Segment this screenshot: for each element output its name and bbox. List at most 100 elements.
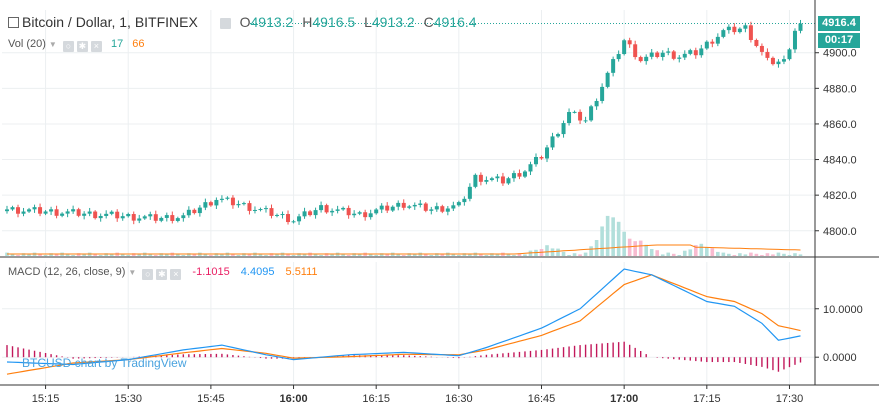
close-icon[interactable]: × bbox=[90, 41, 102, 52]
macd-histogram-value: -1.1015 bbox=[192, 266, 230, 278]
volume-bar bbox=[131, 253, 136, 256]
macd-label[interactable]: MACD (12, 26, close, 9) bbox=[8, 266, 126, 278]
candle-body bbox=[655, 52, 660, 57]
time-tick-label: 16:00 bbox=[279, 393, 307, 405]
price-tick-label: 4900.0 bbox=[823, 48, 857, 60]
candle-body bbox=[131, 214, 136, 221]
volume-bar bbox=[682, 250, 687, 256]
tradingview-watermark[interactable]: BTCUSD chart by TradingView bbox=[22, 356, 187, 370]
volume-bar bbox=[561, 251, 566, 256]
volume-bar bbox=[379, 253, 384, 256]
candle-body bbox=[605, 72, 610, 87]
volume-bar bbox=[600, 226, 604, 256]
volume-bar bbox=[798, 254, 803, 256]
volume-bar bbox=[732, 255, 737, 256]
candle-body bbox=[258, 209, 263, 211]
volume-bar bbox=[611, 217, 615, 256]
candle-body bbox=[32, 207, 37, 210]
candle-body bbox=[489, 178, 494, 181]
volume-bar bbox=[76, 253, 81, 256]
volume-bar bbox=[412, 254, 417, 256]
volume-label[interactable]: Vol (20) bbox=[8, 38, 46, 50]
volume-bar bbox=[572, 253, 577, 256]
volume-bar bbox=[754, 253, 759, 256]
candle-body bbox=[528, 164, 533, 172]
candle-body bbox=[49, 209, 54, 212]
macd-line-value: 4.4095 bbox=[240, 266, 275, 278]
candle-body bbox=[346, 207, 351, 216]
candle-body bbox=[495, 176, 500, 179]
volume-bar bbox=[137, 254, 142, 256]
candle-body bbox=[644, 56, 649, 62]
candle-body bbox=[561, 123, 566, 135]
candle-body bbox=[275, 214, 280, 216]
time-tick-label: 17:30 bbox=[776, 393, 804, 405]
gear-icon[interactable]: ✱ bbox=[76, 41, 88, 52]
volume-bar bbox=[38, 253, 42, 256]
candle-body bbox=[104, 213, 109, 216]
compare-icon[interactable] bbox=[219, 18, 231, 29]
candle-body bbox=[115, 211, 120, 219]
eye-icon[interactable]: ○ bbox=[142, 269, 154, 280]
volume-bar bbox=[302, 254, 307, 256]
volume-bar bbox=[479, 253, 483, 256]
candle-body bbox=[754, 39, 759, 46]
volume-bar bbox=[765, 253, 770, 256]
volume-bar bbox=[275, 254, 279, 256]
candle-body bbox=[21, 211, 26, 214]
volume-bar bbox=[385, 254, 390, 256]
volume-bar bbox=[727, 253, 731, 256]
volume-bar bbox=[710, 248, 715, 256]
volume-bar bbox=[401, 255, 406, 256]
volume-bar bbox=[429, 255, 434, 256]
volume-bar bbox=[407, 253, 412, 256]
candle-body bbox=[418, 203, 423, 205]
volume-bar bbox=[423, 253, 428, 256]
volume-bar bbox=[16, 255, 20, 256]
candle-body bbox=[699, 48, 704, 56]
candle-body bbox=[704, 41, 709, 49]
volume-bar bbox=[43, 255, 48, 256]
candle-body bbox=[726, 26, 731, 31]
volume-bar bbox=[743, 254, 748, 256]
volume-bar bbox=[495, 254, 500, 256]
candle-body bbox=[247, 203, 252, 211]
chevron-down-icon[interactable]: ▼ bbox=[48, 40, 57, 49]
candle-body bbox=[451, 205, 456, 209]
close-icon[interactable]: × bbox=[170, 269, 182, 280]
macd-signal-value: 5.5111 bbox=[285, 266, 318, 278]
volume-bar bbox=[187, 253, 191, 256]
volume-bar bbox=[120, 253, 125, 256]
volume-bar bbox=[231, 253, 235, 256]
volume-bar bbox=[468, 254, 472, 256]
volume-bar bbox=[517, 253, 522, 256]
close-label: C bbox=[423, 14, 434, 30]
candle-body bbox=[357, 212, 362, 214]
candle-body bbox=[330, 210, 335, 213]
volume-bar bbox=[297, 253, 301, 256]
high-label: H bbox=[302, 14, 313, 30]
volume-legend: Vol (20) ▼ ○ ✱ × 17 66 bbox=[8, 38, 145, 52]
time-tick-label: 17:15 bbox=[693, 393, 721, 405]
volume-bar bbox=[21, 253, 26, 256]
countdown-tag: 00:17 bbox=[818, 33, 860, 48]
gear-icon[interactable]: ✱ bbox=[156, 269, 168, 280]
candle-body bbox=[43, 211, 48, 214]
candle-body bbox=[611, 59, 616, 73]
candle-body bbox=[60, 213, 65, 216]
candle-body bbox=[396, 202, 401, 207]
volume-bar bbox=[556, 248, 560, 256]
volume-bar bbox=[578, 254, 582, 256]
candle-body bbox=[98, 215, 103, 219]
candle-body bbox=[781, 59, 786, 62]
candle-body bbox=[715, 36, 720, 44]
symbol-title[interactable]: Bitcoin / Dollar, 1, BITFINEX bbox=[22, 14, 198, 30]
chevron-down-icon[interactable]: ▼ bbox=[128, 268, 137, 277]
volume-bar bbox=[589, 246, 593, 256]
volume-bar bbox=[787, 255, 792, 256]
eye-icon[interactable]: ○ bbox=[62, 41, 74, 52]
symbol-square-icon[interactable] bbox=[8, 17, 19, 28]
candle-body bbox=[379, 205, 384, 210]
volume-bar bbox=[214, 253, 219, 256]
